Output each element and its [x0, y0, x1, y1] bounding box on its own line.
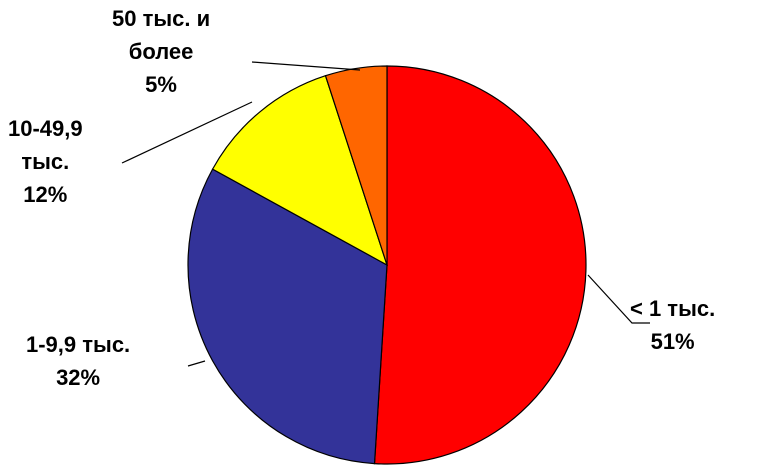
leader-line-under-1k — [587, 274, 650, 324]
slice-label-1-9k-name: 1-9,9 тыс. — [26, 332, 131, 357]
slice-label-50k-plus: 50 тыс. и более 5% — [112, 2, 210, 101]
slice-label-under-1k-name: < 1 тыс. — [630, 296, 716, 321]
slice-label-10-49k-name: 10-49,9 — [8, 116, 83, 141]
slice-label-10-49k: 10-49,9 тыс. 12% — [8, 112, 83, 211]
slice-10-49k — [211, 74, 389, 267]
pie-slices — [187, 65, 587, 465]
slice-label-50k-plus-more: более — [128, 39, 194, 64]
leader-lines — [121, 61, 650, 367]
slice-label-under-1k-percent: 51% — [650, 329, 695, 354]
leader-line-10-49k — [121, 101, 253, 164]
slice-label-under-1k: < 1 тыс. 51% — [630, 292, 715, 358]
slice-50k-plus — [324, 65, 388, 266]
slice-label-1-9k-percent: 32% — [56, 365, 101, 390]
slice-label-10-49k-percent: 12% — [23, 182, 68, 207]
leader-line-1-9k — [187, 360, 206, 367]
slice-under-1k — [373, 65, 587, 465]
leader-line-50k-plus — [251, 61, 361, 71]
slice-label-50k-plus-percent: 5% — [145, 72, 177, 97]
slice-1-9k — [187, 168, 388, 465]
slice-label-1-9k: 1-9,9 тыс. 32% — [26, 328, 130, 394]
slice-label-10-49k-unit: тыс. — [21, 149, 70, 174]
slice-label-50k-plus-name: 50 тыс. и — [112, 6, 211, 31]
